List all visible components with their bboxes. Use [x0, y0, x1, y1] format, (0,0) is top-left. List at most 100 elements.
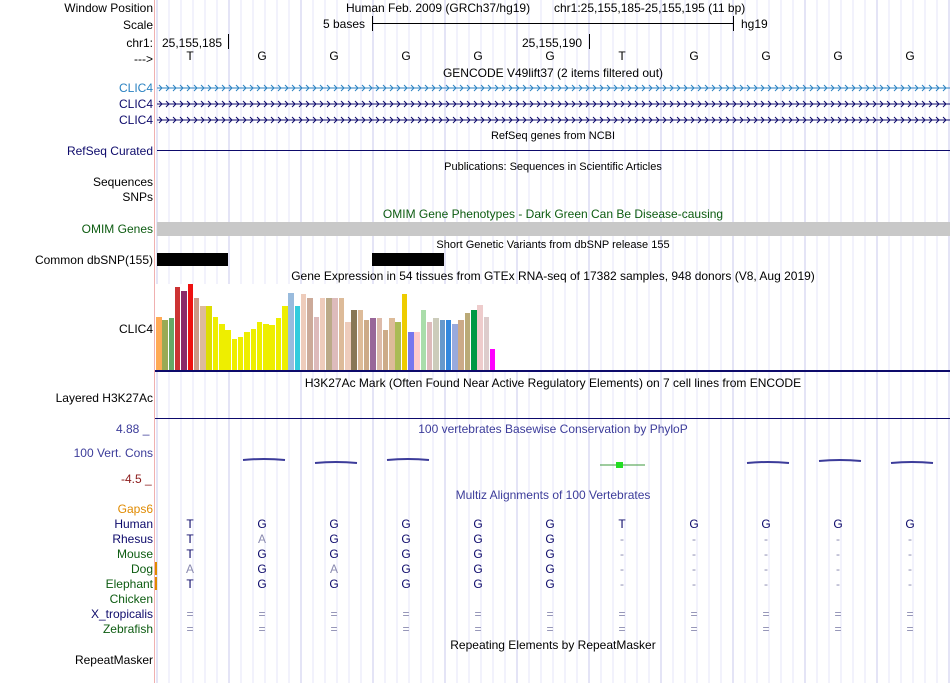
gtex-bar[interactable] — [219, 324, 225, 370]
publications-sequences-label[interactable]: Sequences — [92, 175, 153, 189]
gtex-bar[interactable] — [168, 318, 175, 370]
gencode-transcript[interactable] — [157, 99, 950, 109]
dbsnp-variant-2[interactable] — [372, 253, 444, 266]
gtex-bar[interactable] — [389, 318, 395, 370]
repeatmasker-label[interactable]: RepeatMasker — [74, 653, 153, 667]
omim-title[interactable]: OMIM Gene Phenotypes - Dark Green Can Be… — [382, 207, 724, 221]
gtex-bar[interactable] — [307, 298, 313, 370]
gtex-bar[interactable] — [193, 298, 200, 370]
gtex-bar[interactable] — [464, 313, 471, 370]
h3k27ac-label[interactable]: Layered H3K27Ac — [55, 391, 153, 405]
gencode-title[interactable]: GENCODE V49lift37 (2 items filtered out) — [442, 66, 664, 80]
cons-signal[interactable] — [155, 450, 950, 470]
cons-label[interactable]: 100 Vert. Cons — [73, 446, 153, 460]
gtex-bar[interactable] — [414, 332, 420, 370]
gtex-bar[interactable] — [345, 322, 351, 370]
gtex-bar[interactable] — [225, 330, 231, 370]
gtex-bar[interactable] — [313, 317, 319, 370]
species-label[interactable]: Elephant — [105, 577, 153, 591]
gtex-bar[interactable] — [294, 306, 301, 370]
gtex-bar[interactable] — [370, 318, 376, 370]
gtex-bar[interactable] — [181, 291, 187, 370]
gtex-bar[interactable] — [471, 310, 477, 370]
h3k27ac-title[interactable]: H3K27Ac Mark (Often Found Near Active Re… — [304, 376, 802, 390]
alignment-base: - — [908, 562, 912, 576]
publications-snps-label[interactable]: SNPs — [122, 190, 153, 204]
gtex-bar[interactable] — [433, 318, 439, 370]
gtex-bar[interactable] — [452, 324, 458, 370]
gtex-bar[interactable] — [477, 305, 483, 370]
gtex-bar[interactable] — [156, 317, 162, 370]
gtex-bar[interactable] — [256, 322, 263, 370]
gtex-bar[interactable] — [244, 332, 250, 370]
gtex-bar[interactable] — [237, 337, 244, 370]
gtex-bar[interactable] — [408, 332, 414, 370]
gtex-bar[interactable] — [319, 298, 326, 370]
gtex-bar[interactable] — [395, 322, 401, 370]
gtex-bar[interactable] — [250, 329, 256, 370]
dbsnp-label[interactable]: Common dbSNP(155) — [34, 253, 153, 267]
gtex-label[interactable]: CLIC4 — [118, 322, 153, 336]
species-label[interactable]: Rhesus — [112, 532, 153, 546]
gtex-bar[interactable] — [401, 294, 408, 370]
alignment-base: - — [764, 532, 768, 546]
gtex-bar[interactable] — [420, 310, 427, 370]
repeatmasker-title[interactable]: Repeating Elements by RepeatMasker — [450, 638, 656, 652]
gtex-bar[interactable] — [269, 325, 275, 370]
species-label[interactable]: Human — [114, 517, 153, 531]
gtex-bar[interactable] — [187, 284, 193, 370]
gtex-bar[interactable] — [231, 339, 238, 370]
alignment-base: - — [764, 577, 768, 591]
gtex-bar[interactable] — [489, 349, 496, 370]
species-label[interactable]: Chicken — [109, 592, 153, 606]
gtex-bar[interactable] — [376, 318, 382, 370]
base-letter: G — [473, 49, 483, 63]
gaps-label[interactable]: Gaps6 — [117, 502, 153, 516]
gtex-bar[interactable] — [426, 322, 433, 370]
species-label[interactable]: Zebrafish — [102, 622, 153, 636]
gtex-bar[interactable] — [351, 310, 357, 370]
gencode-item-label[interactable]: CLIC4 — [118, 97, 153, 111]
gtex-bar[interactable] — [445, 320, 452, 370]
gencode-transcript[interactable] — [157, 115, 950, 125]
gtex-bar[interactable] — [439, 320, 445, 370]
omim-label[interactable]: OMIM Genes — [81, 222, 153, 236]
gtex-bar-chart[interactable] — [155, 284, 535, 370]
dbsnp-title[interactable]: Short Genetic Variants from dbSNP releas… — [436, 239, 670, 251]
refseq-gene-line[interactable] — [157, 150, 950, 151]
gencode-item-label[interactable]: CLIC4 — [118, 81, 153, 95]
species-label[interactable]: X_tropicalis — [90, 607, 153, 621]
gtex-bar[interactable] — [263, 324, 269, 370]
gtex-bar[interactable] — [458, 320, 464, 370]
gtex-bar[interactable] — [162, 320, 168, 370]
species-label[interactable]: Dog — [130, 562, 153, 576]
gencode-transcript[interactable] — [157, 83, 950, 93]
gtex-bar[interactable] — [363, 320, 370, 370]
dbsnp-variant-1[interactable] — [157, 253, 228, 266]
refseq-label[interactable]: RefSeq Curated — [66, 144, 153, 158]
position-text[interactable]: chr1:25,155,185-25,155,195 (11 bp) — [554, 1, 746, 15]
gtex-bar[interactable] — [357, 310, 364, 370]
multiz-title[interactable]: Multiz Alignments of 100 Vertebrates — [455, 488, 651, 502]
alignment-base: G — [329, 532, 339, 546]
gtex-bar[interactable] — [206, 306, 212, 370]
cons-title[interactable]: 100 vertebrates Basewise Conservation by… — [418, 422, 688, 436]
gtex-bar[interactable] — [288, 293, 294, 370]
gtex-bar[interactable] — [338, 298, 345, 370]
gtex-bar[interactable] — [282, 306, 288, 370]
gtex-bar[interactable] — [382, 330, 389, 370]
publications-title[interactable]: Publications: Sequences in Scientific Ar… — [444, 161, 662, 173]
refseq-title[interactable]: RefSeq genes from NCBI — [490, 130, 616, 142]
gtex-title[interactable]: Gene Expression in 54 tissues from GTEx … — [291, 269, 815, 283]
gtex-bar[interactable] — [300, 294, 307, 370]
gencode-item-label[interactable]: CLIC4 — [118, 113, 153, 127]
gtex-bar[interactable] — [200, 306, 206, 370]
gtex-bar[interactable] — [174, 287, 181, 370]
gtex-bar[interactable] — [483, 317, 490, 370]
gtex-bar[interactable] — [212, 317, 219, 370]
species-label[interactable]: Mouse — [116, 547, 153, 561]
omim-gene-bar[interactable] — [157, 222, 950, 236]
gtex-bar[interactable] — [332, 298, 338, 370]
gtex-bar[interactable] — [326, 298, 332, 370]
gtex-bar[interactable] — [275, 318, 282, 370]
